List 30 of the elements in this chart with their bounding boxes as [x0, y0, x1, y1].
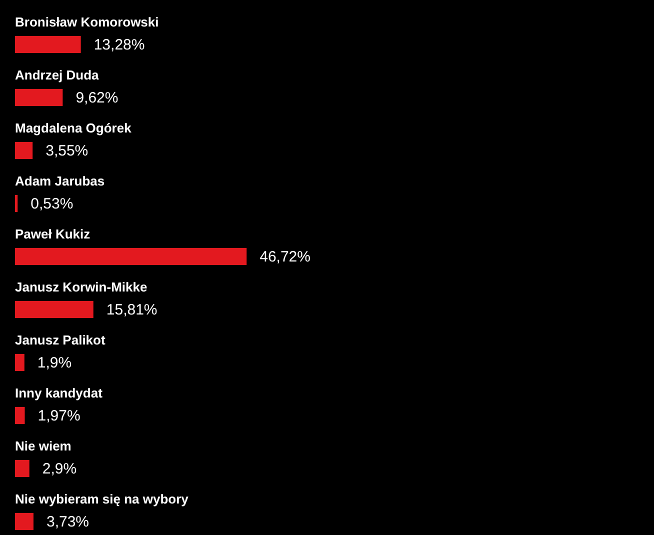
- bar: [15, 195, 18, 212]
- bar: [15, 354, 24, 371]
- data-label: 3,73%: [46, 514, 90, 530]
- bar: [15, 407, 25, 424]
- y-tick-label: Paweł Kukiz: [15, 226, 91, 242]
- bar: [15, 460, 30, 477]
- y-tick-label: Janusz Korwin-Mikke: [15, 280, 148, 294]
- bar: [15, 248, 247, 265]
- data-label: 9,62%: [76, 90, 118, 106]
- data-label: 15,81%: [106, 302, 158, 318]
- y-tick-label: Magdalena Ogórek: [15, 120, 132, 136]
- y-tick-label: Nie wybieram się na wybory: [15, 492, 190, 506]
- bar: [15, 301, 94, 318]
- bar: [15, 142, 33, 159]
- data-label: 0,53%: [30, 196, 74, 212]
- data-label: 13,28%: [94, 36, 145, 54]
- y-tick-label: Adam Jarubas: [15, 174, 105, 188]
- y-tick-label: Andrzej Duda: [15, 68, 100, 82]
- data-label: 1,97%: [38, 408, 80, 424]
- y-tick-label: Bronisław Komorowski: [15, 14, 159, 30]
- bar: [15, 89, 63, 106]
- bar: [15, 36, 81, 53]
- data-label: 46,72%: [260, 248, 310, 266]
- data-label: 3,55%: [46, 142, 88, 160]
- y-tick-label: Nie wiem: [15, 438, 72, 454]
- data-label: 1,9%: [37, 354, 72, 372]
- data-label: 2,9%: [42, 460, 77, 478]
- y-tick-label: Inny kandydat: [15, 386, 104, 400]
- bar: [15, 513, 34, 530]
- y-tick-label: Janusz Palikot: [15, 332, 106, 348]
